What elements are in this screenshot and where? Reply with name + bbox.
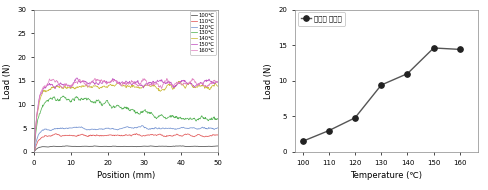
160℃: [120, 82, 126, 84]
Line: 150℃: 150℃: [34, 78, 218, 152]
100℃: [215, 145, 221, 147]
100℃: [182, 145, 188, 147]
120℃: [139, 124, 145, 127]
X-axis label: Position (mm): Position (mm): [97, 171, 155, 180]
130℃: [211, 116, 217, 118]
120℃: [120, 127, 125, 130]
X-axis label: Temperature (℃): Temperature (℃): [350, 171, 423, 180]
150℃: [182, 79, 188, 82]
110℃: [141, 134, 147, 137]
140℃: [211, 84, 217, 87]
100℃: [211, 145, 217, 147]
150℃: [74, 77, 80, 79]
150℃: [120, 81, 126, 83]
온도별 그래프: [352, 117, 358, 119]
110℃: [31, 151, 37, 153]
150℃: [141, 86, 147, 88]
Line: 160℃: 160℃: [34, 78, 218, 152]
100℃: [31, 151, 37, 153]
110℃: [182, 133, 188, 135]
130℃: [131, 109, 137, 111]
Legend: 100℃, 110℃, 120℃, 130℃, 140℃, 150℃, 160℃: 100℃, 110℃, 120℃, 130℃, 140℃, 150℃, 160℃: [189, 11, 216, 55]
150℃: [131, 81, 137, 83]
Line: 110℃: 110℃: [34, 134, 218, 152]
Y-axis label: Load (N): Load (N): [3, 63, 12, 99]
160℃: [141, 79, 147, 82]
120℃: [211, 128, 217, 130]
110℃: [211, 134, 217, 136]
140℃: [177, 80, 183, 82]
Line: 140℃: 140℃: [34, 81, 218, 151]
100℃: [64, 145, 70, 147]
Line: 120℃: 120℃: [34, 126, 218, 152]
160℃: [92, 77, 98, 79]
100℃: [119, 146, 124, 148]
100℃: [141, 145, 147, 147]
160℃: [215, 81, 221, 83]
120℃: [141, 126, 147, 128]
140℃: [120, 85, 125, 87]
140℃: [130, 84, 136, 87]
140℃: [119, 84, 124, 86]
온도별 그래프: [378, 84, 384, 86]
110℃: [215, 134, 221, 136]
160℃: [211, 79, 217, 82]
140℃: [215, 85, 221, 87]
110℃: [134, 132, 140, 135]
Line: 온도별 그래프: 온도별 그래프: [300, 45, 463, 144]
온도별 그래프: [405, 73, 410, 75]
110℃: [120, 135, 125, 137]
150℃: [211, 81, 217, 83]
온도별 그래프: [457, 48, 463, 51]
160℃: [131, 81, 137, 84]
온도별 그래프: [326, 130, 332, 132]
120℃: [182, 127, 188, 129]
120℃: [119, 127, 124, 130]
130℃: [182, 118, 188, 121]
110℃: [130, 133, 136, 135]
160℃: [119, 85, 124, 87]
130℃: [61, 95, 66, 97]
150℃: [215, 81, 221, 83]
140℃: [182, 87, 188, 89]
Legend: 온도별 그래프: 온도별 그래프: [298, 12, 346, 26]
온도별 그래프: [300, 140, 305, 142]
130℃: [31, 150, 37, 152]
120℃: [215, 127, 221, 129]
120℃: [31, 151, 37, 153]
130℃: [120, 107, 126, 109]
130℃: [119, 108, 124, 110]
110℃: [119, 134, 124, 137]
140℃: [141, 86, 146, 88]
140℃: [31, 150, 37, 152]
150℃: [119, 81, 124, 84]
Line: 130℃: 130℃: [34, 96, 218, 151]
160℃: [31, 151, 37, 153]
100℃: [131, 146, 137, 148]
100℃: [120, 145, 126, 148]
120℃: [130, 127, 136, 129]
150℃: [31, 151, 37, 153]
Line: 100℃: 100℃: [34, 146, 218, 152]
Y-axis label: Load (N): Load (N): [264, 63, 272, 99]
130℃: [215, 117, 221, 120]
온도별 그래프: [431, 47, 437, 49]
130℃: [141, 110, 147, 112]
160℃: [182, 82, 188, 85]
